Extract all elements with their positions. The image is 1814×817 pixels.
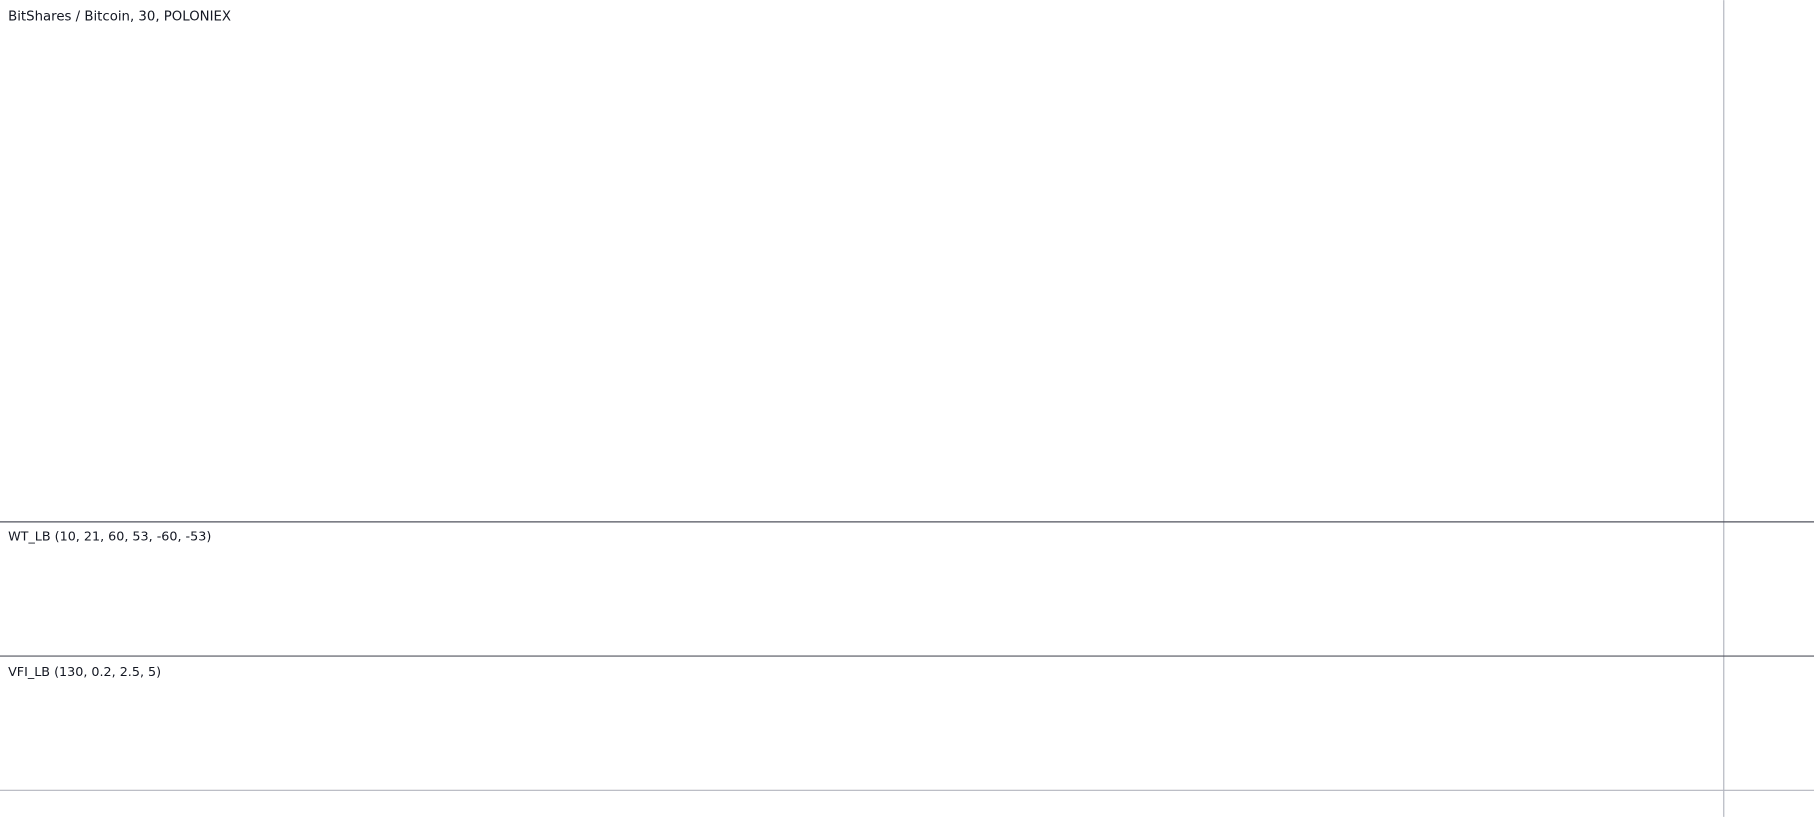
indicator-title: VFI_LB (130, 0.2, 2.5, 5) <box>8 664 161 679</box>
chart-title: BitShares / Bitcoin, 30, POLONIEX <box>8 9 231 24</box>
indicator-title: WT_LB (10, 21, 60, 53, -60, -53) <box>8 528 211 543</box>
